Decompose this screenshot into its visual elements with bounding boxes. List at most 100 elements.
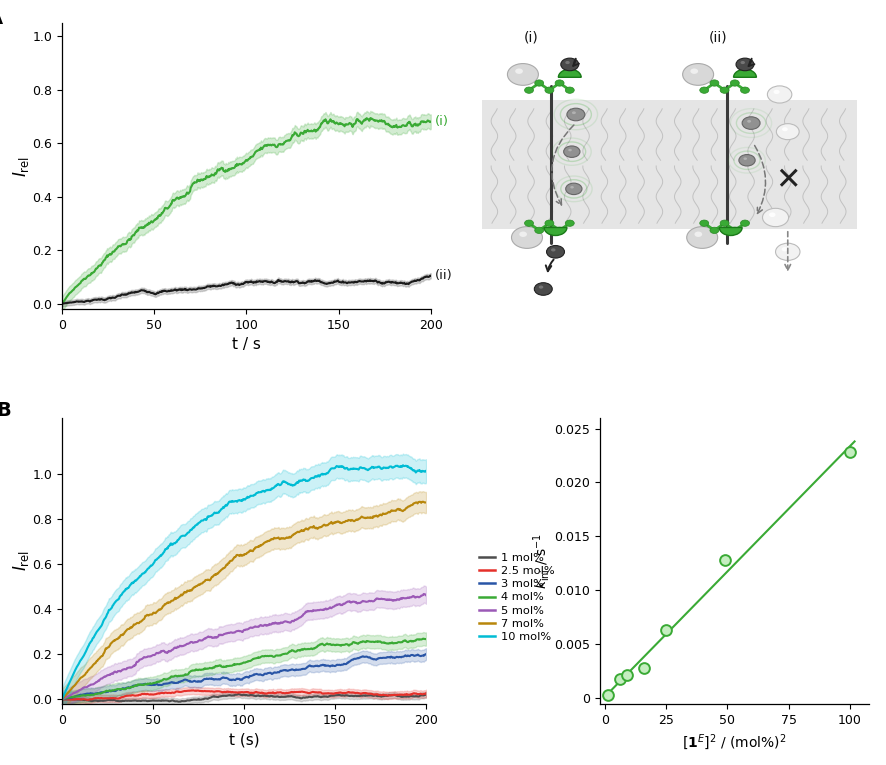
Circle shape [719, 220, 728, 226]
Wedge shape [733, 70, 756, 77]
1 mol% [151, 696, 161, 705]
Circle shape [682, 63, 713, 86]
2.5 mol% [331, 688, 342, 698]
1 mol% [222, 691, 232, 700]
Circle shape [511, 226, 542, 249]
10 mol% [271, 480, 282, 490]
5 mol% [151, 649, 161, 659]
Point [612, 673, 626, 685]
Point [658, 624, 672, 636]
Circle shape [571, 112, 575, 114]
Bar [482, 100, 856, 229]
Line: 2.5 mol%: 2.5 mol% [62, 690, 425, 700]
Circle shape [524, 87, 532, 93]
Circle shape [735, 58, 753, 70]
Text: (i): (i) [434, 116, 448, 129]
Circle shape [781, 247, 787, 252]
Circle shape [570, 186, 573, 188]
Point [717, 554, 731, 566]
Text: (ii): (ii) [434, 269, 452, 282]
Line: 7 mol%: 7 mol% [62, 502, 425, 699]
Circle shape [766, 86, 791, 103]
Circle shape [686, 226, 717, 249]
1 mol% [420, 690, 431, 699]
Line: 5 mol%: 5 mol% [62, 594, 425, 699]
Circle shape [518, 232, 526, 237]
Text: (ii): (ii) [709, 30, 727, 44]
10 mol% [222, 501, 232, 510]
Point [842, 446, 856, 458]
Circle shape [566, 108, 584, 121]
Circle shape [740, 87, 749, 93]
Line: 3 mol%: 3 mol% [62, 654, 425, 699]
Circle shape [564, 87, 573, 93]
5 mol% [299, 608, 310, 617]
Circle shape [550, 249, 555, 252]
5 mol% [57, 695, 67, 704]
Circle shape [709, 80, 718, 86]
4 mol% [151, 678, 161, 687]
Circle shape [544, 220, 553, 226]
Circle shape [746, 120, 750, 122]
Circle shape [742, 158, 746, 160]
10 mol% [151, 555, 161, 565]
7 mol% [330, 517, 341, 526]
5 mol% [271, 619, 282, 628]
2.5 mol% [420, 688, 431, 698]
Line: 1 mol%: 1 mol% [62, 694, 425, 702]
Y-axis label: $k_\mathrm{ini}$ / s$^{-1}$: $k_\mathrm{ini}$ / s$^{-1}$ [530, 532, 551, 589]
Circle shape [546, 246, 563, 258]
7 mol% [57, 695, 67, 704]
Circle shape [709, 227, 718, 233]
2.5 mol% [57, 695, 67, 704]
Circle shape [738, 155, 754, 166]
Circle shape [773, 90, 779, 94]
Point [636, 662, 650, 674]
1 mol% [331, 691, 342, 700]
7 mol% [222, 560, 232, 569]
Circle shape [524, 220, 532, 226]
Text: (i): (i) [523, 30, 538, 44]
1 mol% [121, 696, 132, 705]
7 mol% [420, 498, 431, 507]
Circle shape [781, 127, 787, 132]
4 mol% [271, 651, 282, 660]
3 mol% [57, 695, 67, 704]
4 mol% [330, 640, 341, 649]
Circle shape [719, 87, 728, 93]
Circle shape [534, 227, 543, 233]
Circle shape [533, 283, 552, 295]
5 mol% [420, 591, 431, 600]
5 mol% [330, 601, 341, 610]
Circle shape [560, 58, 578, 70]
7 mol% [417, 497, 428, 506]
Circle shape [538, 285, 542, 288]
Circle shape [565, 183, 581, 194]
X-axis label: $[\mathbf{1}^E]^2$ / (mol%)$^2$: $[\mathbf{1}^E]^2$ / (mol%)$^2$ [681, 732, 786, 752]
1 mol% [57, 695, 67, 704]
Circle shape [694, 232, 702, 237]
Circle shape [742, 117, 759, 129]
Circle shape [699, 220, 708, 226]
3 mol% [121, 683, 132, 692]
3 mol% [299, 664, 310, 673]
Circle shape [689, 68, 697, 74]
Circle shape [564, 220, 573, 226]
Circle shape [507, 63, 538, 86]
Circle shape [768, 213, 774, 217]
10 mol% [330, 462, 341, 471]
4 mol% [420, 634, 431, 643]
Text: B: B [0, 401, 12, 419]
Legend: 1 mol%, 2.5 mol%, 3 mol%, 4 mol%, 5 mol%, 7 mol%, 10 mol%: 1 mol%, 2.5 mol%, 3 mol%, 4 mol%, 5 mol%… [474, 549, 558, 646]
Circle shape [729, 227, 738, 233]
7 mol% [121, 626, 132, 635]
5 mol% [418, 589, 429, 598]
10 mol% [299, 475, 310, 484]
Circle shape [568, 149, 571, 151]
2.5 mol% [188, 685, 198, 695]
Circle shape [774, 243, 799, 260]
4 mol% [299, 645, 310, 654]
2.5 mol% [272, 688, 283, 697]
10 mol% [397, 461, 408, 470]
Circle shape [775, 124, 798, 140]
